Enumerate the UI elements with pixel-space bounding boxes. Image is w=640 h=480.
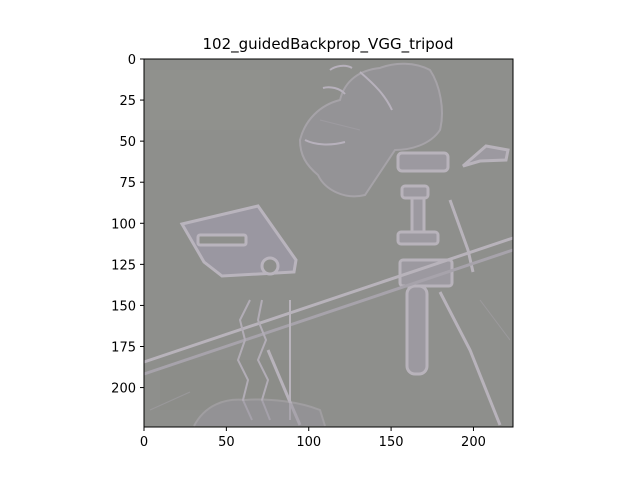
y-tick-label: 75 <box>119 176 136 191</box>
y-tick-label: 50 <box>119 135 136 150</box>
axes-frame <box>143 58 514 428</box>
x-tick-label: 50 <box>218 435 235 450</box>
figure-title: 102_guidedBackprop_VGG_tripod <box>202 35 453 54</box>
dog-icon <box>298 62 443 198</box>
x-tick-label: 150 <box>379 435 404 450</box>
x-tick-label: 100 <box>296 435 321 450</box>
saliency-image <box>143 59 514 427</box>
tripod-icon <box>396 144 510 426</box>
y-tick-label: 25 <box>119 94 136 109</box>
y-axis: 0 25 50 75 100 125 150 175 200 <box>111 53 144 397</box>
x-tick-label: 0 <box>140 435 148 450</box>
y-tick-label: 150 <box>111 299 136 314</box>
camera-support <box>193 299 326 427</box>
x-tick-label: 200 <box>461 435 486 450</box>
camera-icon <box>179 204 298 278</box>
y-tick-label: 200 <box>111 382 136 397</box>
y-tick-label: 100 <box>111 217 136 232</box>
x-axis: 0 50 100 150 200 <box>140 427 486 450</box>
y-tick-label: 125 <box>111 258 136 273</box>
y-tick-label: 175 <box>111 341 136 356</box>
y-tick-label: 0 <box>128 53 136 68</box>
